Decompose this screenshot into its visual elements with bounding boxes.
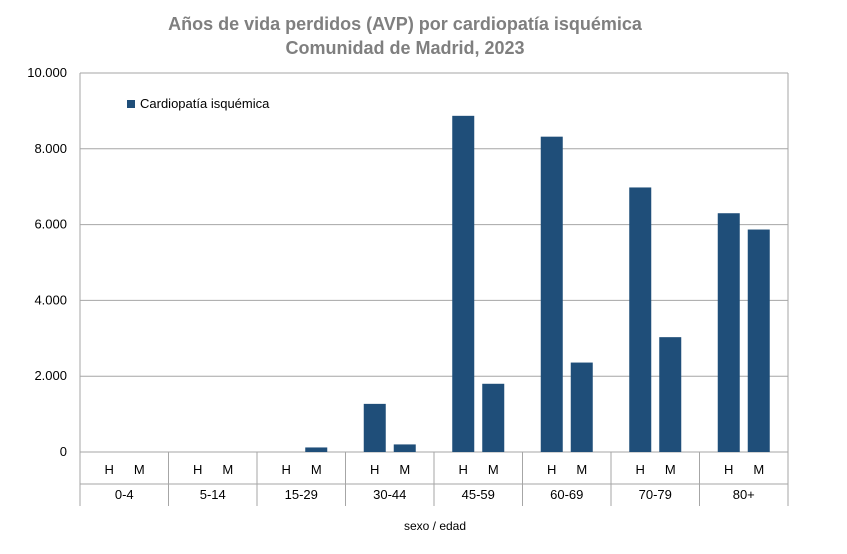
sex-label: H [636,462,645,477]
age-group-label: 70-79 [639,487,672,502]
bar [659,337,682,452]
bar [452,115,475,453]
sex-label: H [547,462,556,477]
y-tick-label: 0 [60,444,67,459]
sex-label: H [459,462,468,477]
x-axis-label: sexo / edad [404,519,466,533]
sex-label: M [665,462,676,477]
bar [717,213,740,452]
sex-label: M [488,462,499,477]
sex-label: M [753,462,764,477]
bar [629,187,652,452]
sex-label: M [399,462,410,477]
bar [305,447,328,452]
age-group-label: 60-69 [550,487,583,502]
sex-label: M [134,462,145,477]
bar [363,403,386,452]
y-tick-label: 4.000 [34,292,67,307]
y-tick-label: 10.000 [27,65,67,80]
sex-label: H [724,462,733,477]
age-group-label: 15-29 [285,487,318,502]
y-tick-label: 8.000 [34,141,67,156]
sex-label: H [370,462,379,477]
chart-subtitle: Comunidad de Madrid, 2023 [285,38,524,58]
age-group-label: 30-44 [373,487,406,502]
x-axis: H M0-4H M5-14H M15-29H M30-44H M45-59H M60-69H… [79,452,789,506]
y-tick-label: 6.000 [34,217,67,232]
legend-label: Cardiopatía isquémica [140,96,270,111]
grid [79,72,789,453]
bars [305,115,770,453]
y-axis-ticks: 0 2.000 4.000 6.000 8.000 10.000 [27,65,67,459]
sex-label: M [222,462,233,477]
legend-swatch [127,100,135,108]
age-group-label: 0-4 [115,487,134,502]
sex-label: H [105,462,114,477]
chart-title: Años de vida perdidos (AVP) por cardiopa… [168,14,643,34]
age-group-label: 45-59 [462,487,495,502]
bar [482,383,505,452]
sex-label: H [193,462,202,477]
bar [393,444,416,452]
bar [570,362,593,452]
sex-label: M [311,462,322,477]
sex-label: M [576,462,587,477]
age-group-label: 80+ [733,487,755,502]
bar [747,229,770,452]
age-group-label: 5-14 [200,487,226,502]
sex-label: H [282,462,291,477]
legend: Cardiopatía isquémica [127,96,270,111]
bar [540,136,563,452]
y-tick-label: 2.000 [34,368,67,383]
